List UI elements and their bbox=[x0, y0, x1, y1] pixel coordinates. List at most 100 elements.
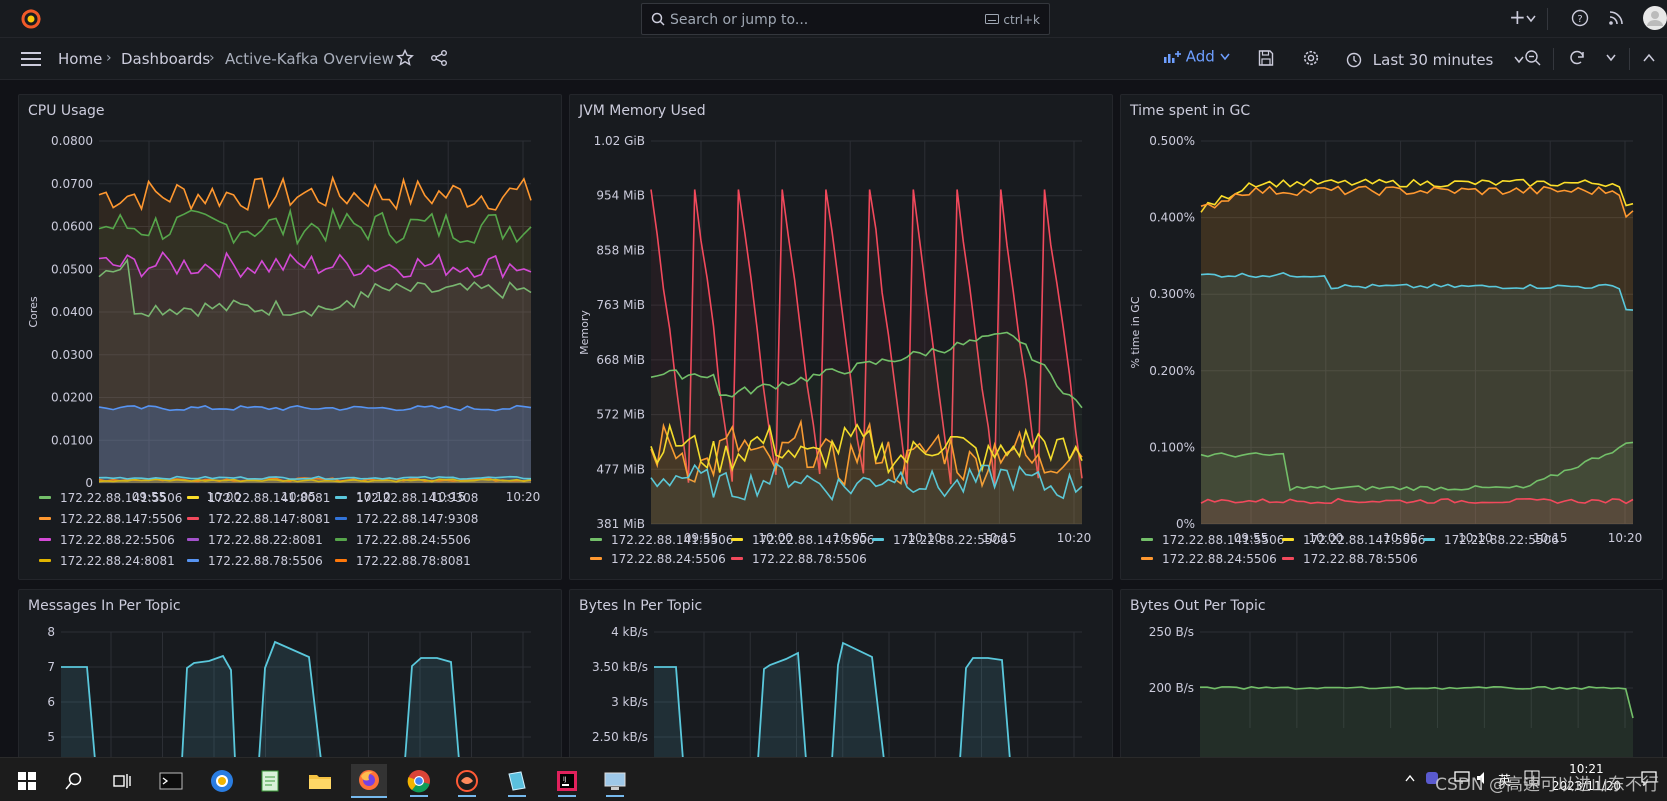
legend-item[interactable]: 172.22.88.78:5506 bbox=[1282, 552, 1418, 566]
x-tick-label: 10:20 bbox=[506, 490, 541, 504]
tray-app-icon[interactable] bbox=[1425, 770, 1439, 786]
series-line bbox=[1200, 441, 1634, 492]
add-button-label: Add bbox=[1185, 47, 1215, 66]
legend-item[interactable]: 172.22.88.141:9308 bbox=[335, 491, 478, 505]
panel-time-spent-in-gc[interactable]: Time spent in GC 0.500% 0.400% 0.300% 0.200… bbox=[1120, 94, 1663, 580]
series-line bbox=[650, 189, 1083, 485]
network-icon[interactable] bbox=[1454, 771, 1470, 785]
legend-item[interactable]: 172.22.88.24:5506 bbox=[590, 552, 726, 566]
y-tick-label: 0.500% bbox=[1149, 134, 1195, 148]
legend-item[interactable]: 172.22.88.141:5506 bbox=[1141, 533, 1284, 547]
panel-cpu-usage[interactable]: CPU Usage 0.0800 0.0700 0.0600 0.0500 0.0400… bbox=[18, 94, 562, 580]
legend-item[interactable]: 172.22.88.147:9308 bbox=[335, 512, 478, 526]
chrome-app-icon[interactable] bbox=[401, 764, 437, 798]
legend-item[interactable]: 172.22.88.147:8081 bbox=[187, 512, 330, 526]
series-line bbox=[1200, 497, 1634, 505]
legend-item[interactable]: 172.22.88.22:5506 bbox=[39, 533, 175, 547]
search-input[interactable]: Search or jump to... ctrl+k bbox=[641, 3, 1050, 35]
save-icon[interactable] bbox=[1258, 49, 1274, 67]
menu-hamburger-icon[interactable] bbox=[21, 51, 41, 67]
time-range-picker[interactable]: Last 30 minutes bbox=[1346, 50, 1524, 69]
legend-item[interactable]: 172.22.88.147:5506 bbox=[731, 533, 874, 547]
x-tick-label: 10:10 bbox=[1458, 531, 1493, 545]
legend-swatch bbox=[335, 496, 347, 499]
share-icon[interactable] bbox=[430, 49, 448, 67]
series-line bbox=[98, 478, 532, 483]
remote-desktop-app-icon[interactable] bbox=[597, 764, 633, 798]
terminal-app-icon[interactable] bbox=[153, 764, 189, 798]
series-line bbox=[831, 641, 885, 758]
x-tick-label: 10:00 bbox=[207, 490, 242, 504]
legend-swatch bbox=[1141, 557, 1153, 560]
panel-bytes-out-per-topic[interactable]: Bytes Out Per Topic 250 B/s 200 B/s bbox=[1120, 589, 1663, 759]
x-tick-label: 10:20 bbox=[1608, 531, 1643, 545]
task-view-icon[interactable] bbox=[104, 764, 140, 798]
legend-item[interactable]: 172.22.88.78:5506 bbox=[731, 552, 867, 566]
series-area bbox=[1200, 686, 1633, 758]
file-explorer-app-icon[interactable] bbox=[302, 764, 338, 798]
y-tick-label: 0.0600 bbox=[51, 220, 93, 234]
legend-item[interactable]: 172.22.88.22:5506 bbox=[872, 533, 1008, 547]
legend-swatch bbox=[39, 496, 51, 499]
firefox-app-icon[interactable] bbox=[351, 764, 387, 798]
legend-item[interactable]: 172.22.88.22:5506 bbox=[1423, 533, 1559, 547]
series-area bbox=[960, 658, 1010, 758]
chrome-canary-app-icon[interactable] bbox=[204, 764, 240, 798]
bookmark-app-icon[interactable] bbox=[499, 764, 535, 798]
windows-start-icon[interactable] bbox=[9, 764, 45, 798]
legend-label: 172.22.88.141:5506 bbox=[611, 533, 734, 547]
legend-item[interactable]: 172.22.88.24:5506 bbox=[1141, 552, 1277, 566]
refresh-icon[interactable] bbox=[1568, 49, 1586, 67]
notification-center-icon[interactable] bbox=[1641, 770, 1657, 786]
tray-expand-chevron-icon[interactable] bbox=[1405, 774, 1415, 782]
breadcrumb-dashboards[interactable]: Dashboards bbox=[121, 50, 211, 68]
legend-item[interactable]: 172.22.88.141:8081 bbox=[187, 491, 330, 505]
series-line bbox=[959, 657, 1011, 758]
legend-swatch bbox=[335, 538, 347, 541]
star-icon[interactable] bbox=[396, 49, 414, 67]
legend-item[interactable]: 172.22.88.141:5506 bbox=[39, 491, 182, 505]
notepad-app-icon[interactable] bbox=[252, 764, 288, 798]
zoom-out-icon[interactable] bbox=[1524, 49, 1542, 67]
legend-item[interactable]: 172.22.88.22:8081 bbox=[187, 533, 323, 547]
refresh-interval-chevron-icon[interactable] bbox=[1606, 54, 1616, 62]
ime-language-indicator[interactable]: 英 bbox=[1498, 774, 1512, 789]
add-button[interactable]: Add bbox=[1163, 47, 1230, 71]
panel-jvm-memory-used[interactable]: JVM Memory Used 1.02 GiB 954 MiB 858 MiB 76… bbox=[569, 94, 1113, 580]
help-icon[interactable]: ? bbox=[1571, 9, 1589, 27]
x-tick-label: 10:10 bbox=[356, 490, 391, 504]
panel-bytes-in-per-topic[interactable]: Bytes In Per Topic 4 kB/s 3.50 kB/s 3 kB/s… bbox=[569, 589, 1113, 759]
user-avatar[interactable] bbox=[1643, 6, 1667, 30]
x-tick-label: 10:10 bbox=[908, 531, 943, 545]
legend-item[interactable]: 172.22.88.147:5506 bbox=[39, 512, 182, 526]
breadcrumb-home[interactable]: Home bbox=[58, 50, 103, 68]
series-line bbox=[650, 422, 1083, 475]
legend-item[interactable]: 172.22.88.78:8081 bbox=[335, 554, 471, 568]
legend-item[interactable]: 172.22.88.78:5506 bbox=[187, 554, 323, 568]
legend-item[interactable]: 172.22.88.24:5506 bbox=[335, 533, 471, 547]
settings-gear-icon[interactable] bbox=[1302, 49, 1320, 67]
rss-news-icon[interactable] bbox=[1607, 9, 1625, 27]
series-line bbox=[98, 175, 532, 212]
legend-item[interactable]: 172.22.88.24:8081 bbox=[39, 554, 175, 568]
y-tick-label: 954 MiB bbox=[596, 189, 645, 203]
taskbar-clock[interactable]: 10:21 2023/11/20 bbox=[1552, 761, 1621, 795]
series-line bbox=[1200, 685, 1634, 719]
swift-app-icon[interactable] bbox=[449, 764, 485, 798]
chevron-down-icon[interactable] bbox=[1526, 15, 1536, 23]
taskbar-search-icon[interactable] bbox=[56, 764, 92, 798]
panel-messages-in-per-topic[interactable]: Messages In Per Topic 8 7 6 5 bbox=[18, 589, 562, 759]
intellij-app-icon[interactable]: IJ bbox=[549, 764, 585, 798]
collapse-chevron-up-icon[interactable] bbox=[1643, 53, 1655, 62]
volume-icon[interactable] bbox=[1476, 770, 1490, 786]
grafana-logo-icon[interactable] bbox=[19, 7, 43, 31]
breadcrumb-separator: › bbox=[106, 50, 112, 66]
x-tick-label: 10:00 bbox=[1309, 531, 1344, 545]
new-plus-button[interactable]: + bbox=[1509, 5, 1526, 29]
legend-item[interactable]: 172.22.88.141:5506 bbox=[590, 533, 733, 547]
y-tick-label: 3.50 kB/s bbox=[592, 660, 648, 674]
legend-swatch bbox=[1423, 538, 1435, 541]
legend-item[interactable]: 172.22.88.147:5506 bbox=[1282, 533, 1425, 547]
legend-swatch bbox=[731, 538, 743, 541]
ime-grid-icon[interactable] bbox=[1524, 770, 1540, 786]
